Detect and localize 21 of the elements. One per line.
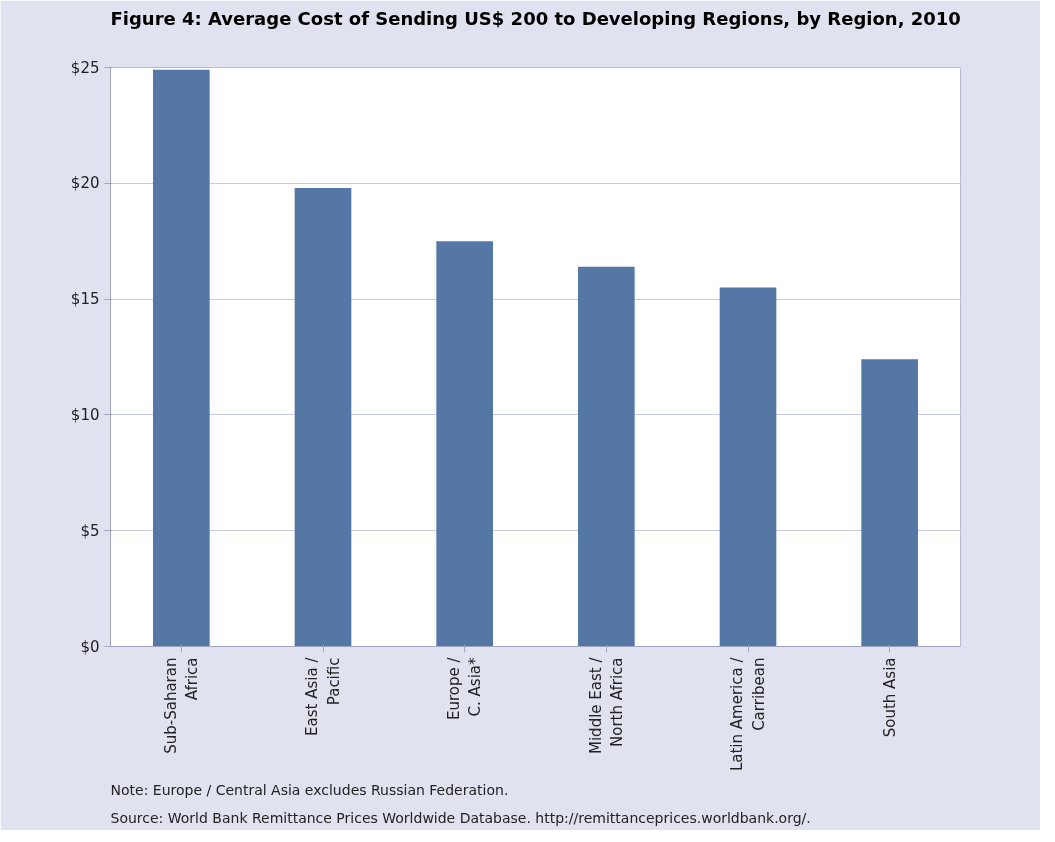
text: Note: Europe / Central Asia excludes Russian Federation.: [110, 781, 509, 798]
bar: [578, 266, 635, 647]
y-tick-label: $10: [70, 405, 100, 424]
y-tick-label: $0: [80, 637, 100, 656]
y-tick-label: $20: [70, 174, 100, 193]
source-note: Source: World Bank Remittance Prices Worldwide Database. http://remittanceprices.worldbank.org/.: [110, 809, 811, 826]
chart-title: Figure 4: Average Cost of Sending US$ 200 to Developing Regions, by Region, 2010: [110, 7, 961, 29]
x-tick-label: Latin America / Carribean: [728, 656, 768, 772]
y-tick-label: $15: [70, 290, 100, 309]
bar: [719, 287, 777, 647]
x-tick-label: Middle East / North Africa: [586, 656, 627, 754]
x-tick-label: Europe / C. Asia*: [444, 656, 485, 721]
x-tick-label: South Asia: [880, 657, 899, 738]
bar: [294, 187, 352, 647]
bar: [153, 69, 210, 647]
bar: [861, 359, 918, 647]
y-tick-label: $25: [70, 58, 100, 77]
y-tick-label: $5: [80, 521, 100, 540]
bar: [436, 241, 493, 647]
x-tick-label: Sub-Saharan Africa: [161, 657, 202, 754]
x-tick-label: East Asia / Pacific: [303, 656, 343, 736]
